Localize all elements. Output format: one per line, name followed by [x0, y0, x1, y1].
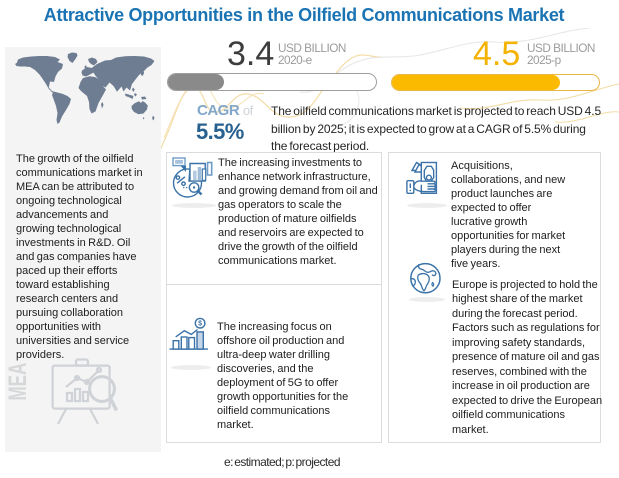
- svg-text:$: $: [198, 321, 202, 328]
